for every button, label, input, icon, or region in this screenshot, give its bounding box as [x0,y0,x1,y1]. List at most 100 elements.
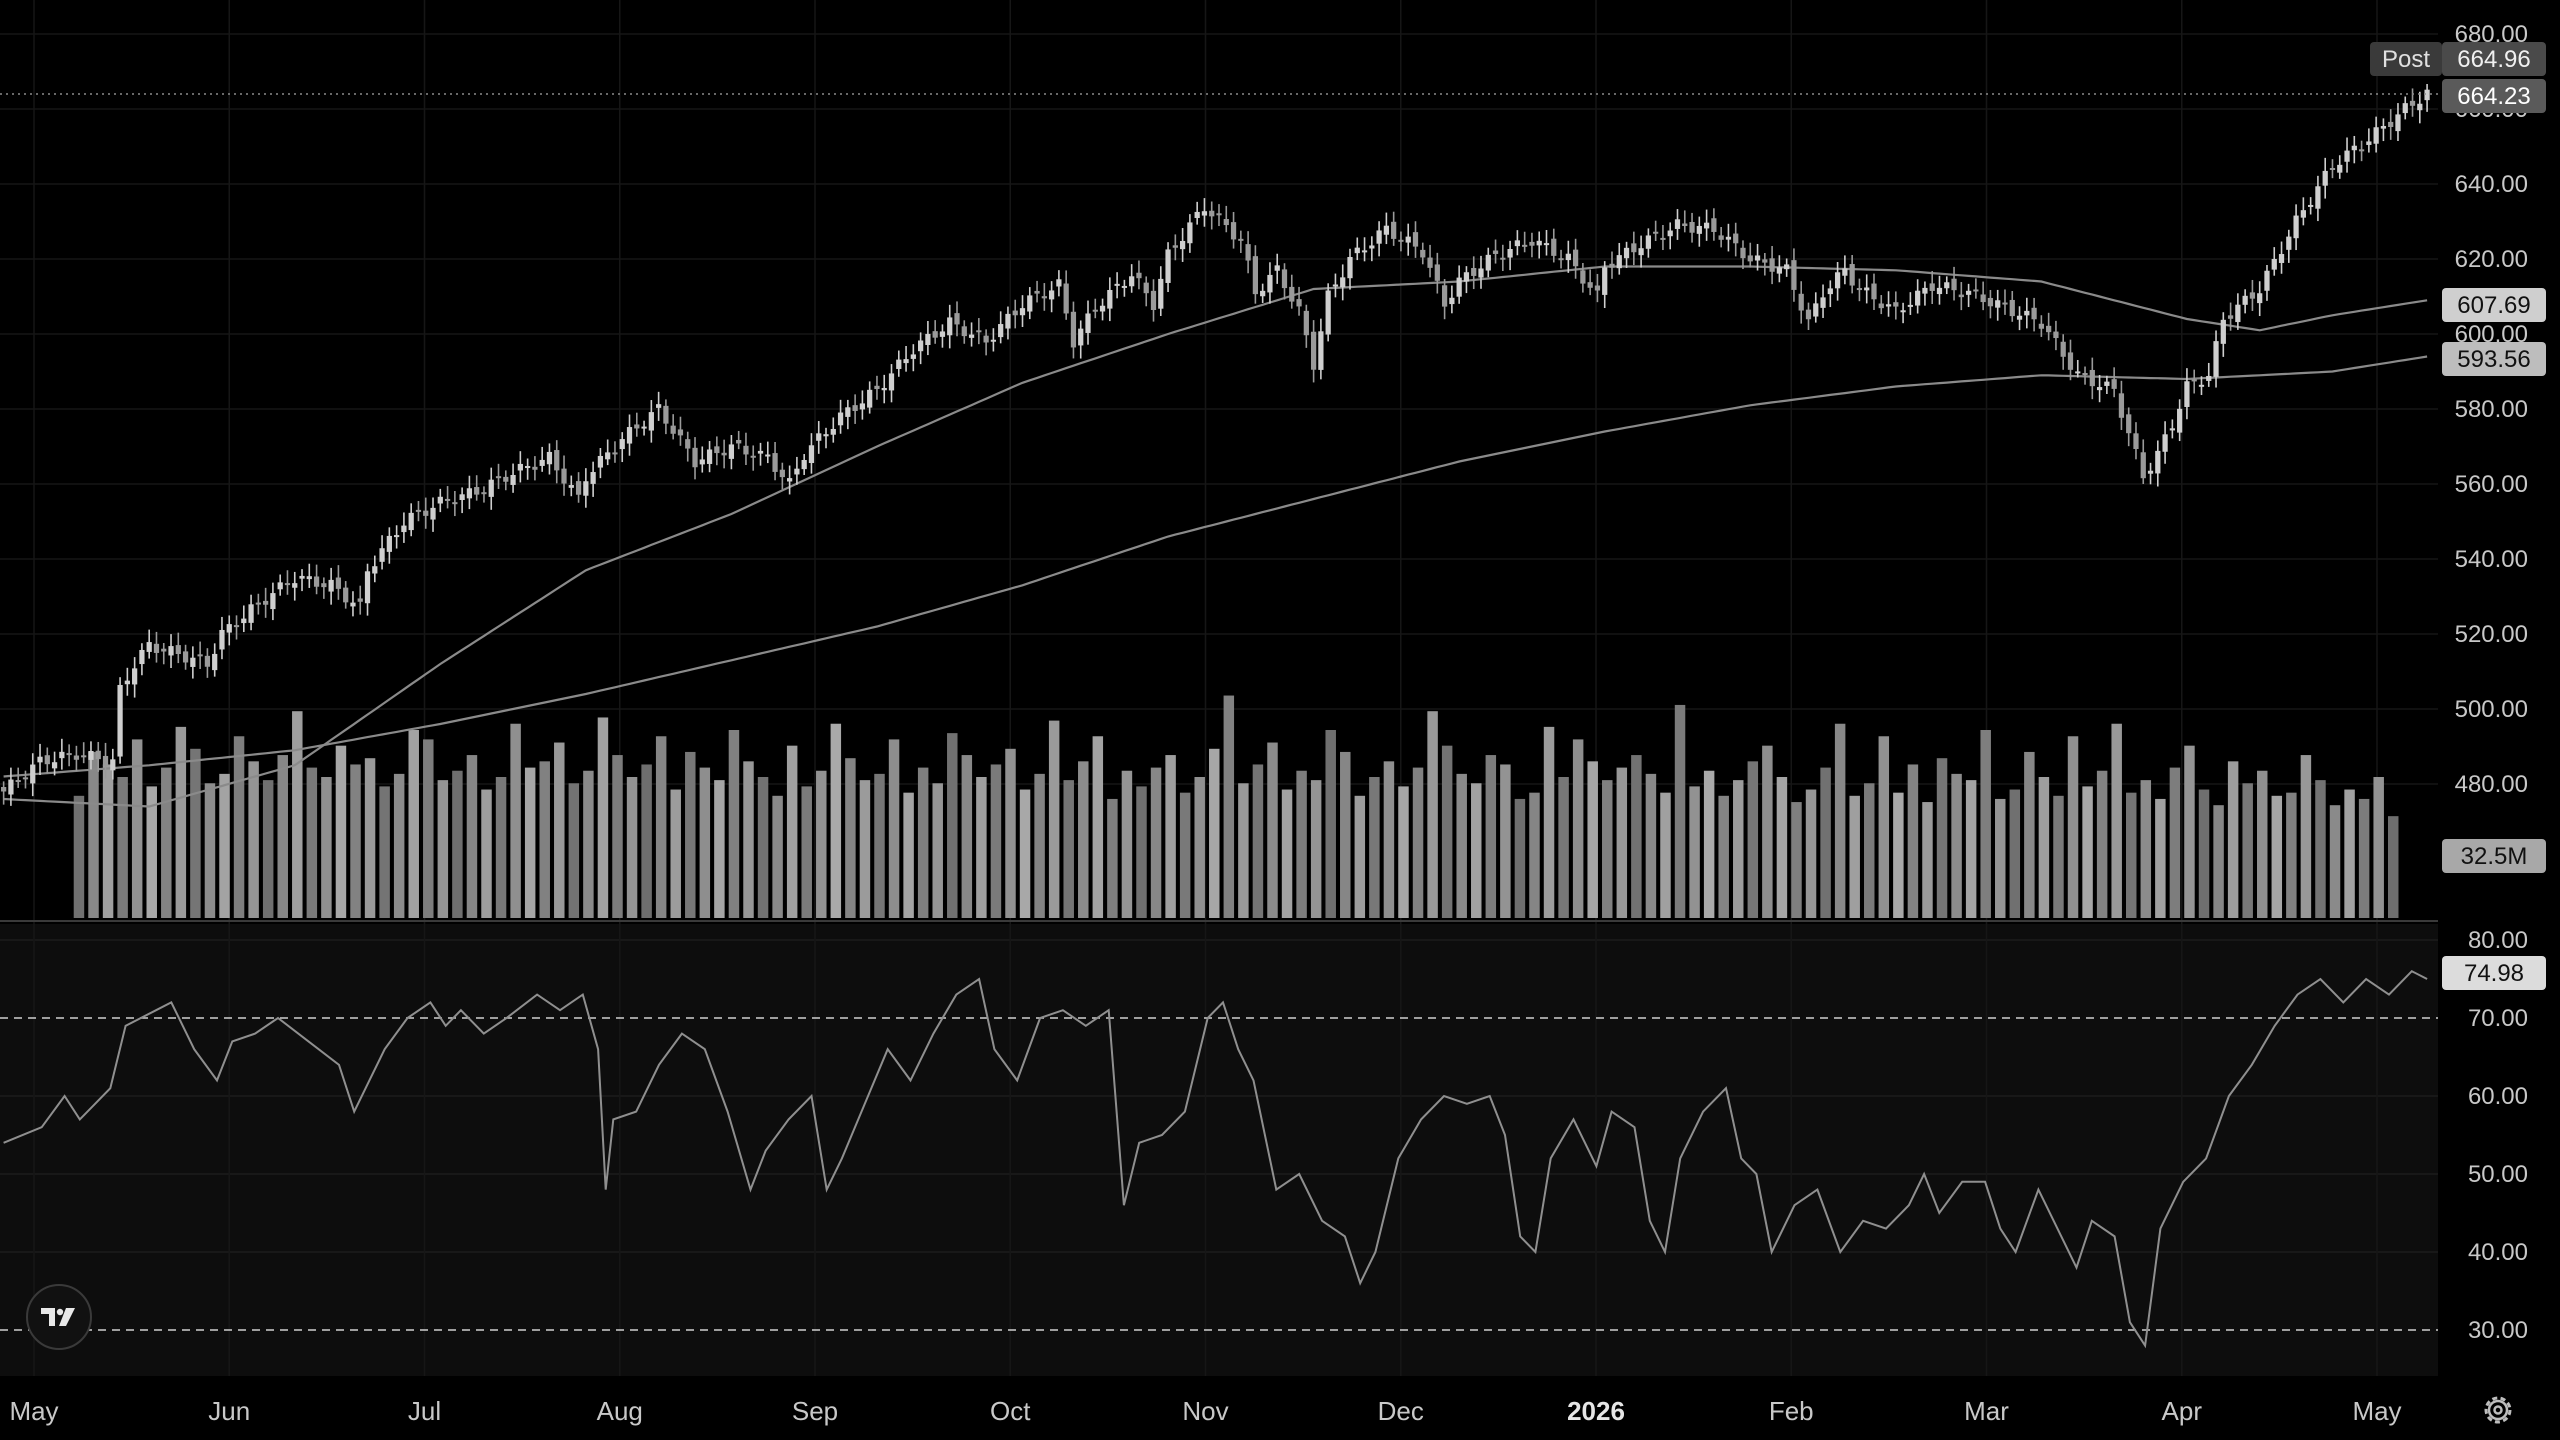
time-axis-label: Mar [1964,1396,2009,1426]
volume-bar [1951,773,1962,918]
candle-body [132,668,138,685]
candle-body [350,602,356,607]
candle-body [51,762,58,769]
volume-bar [917,767,929,918]
candle-body [161,648,167,652]
candle-body [1340,277,1346,288]
candle-body [182,651,189,663]
candle-body [2220,319,2226,344]
candle-body [2286,236,2292,250]
volume-bar [1252,764,1264,918]
candle-body [1878,303,1884,309]
volume-bar [1514,798,1526,918]
candle-body [2140,452,2146,479]
candle-body [612,452,618,455]
candle-body [2395,114,2401,132]
candle-body [430,507,436,520]
candle-body [859,403,866,410]
candle-body [401,525,407,533]
candle-body [2184,381,2190,407]
candle-body [1172,245,1178,248]
candle-body [1529,241,1535,246]
volume-bar [2082,786,2093,918]
candle-body [1820,297,1826,308]
volume-bar [350,764,361,918]
candle-body [423,510,429,516]
volume-bar [1296,770,1307,918]
volume-bar [161,767,172,918]
volume-bar [1179,792,1191,918]
candle-body [1507,249,1513,258]
volume-bar [1995,798,2006,918]
volume-bar [1776,777,1788,918]
volume-bar [714,780,725,918]
candle-body [2162,434,2168,452]
candle-body [619,439,625,450]
candle-body [226,624,232,633]
candle-body [2053,331,2059,339]
time-axis-label: Nov [1182,1396,1228,1426]
candle-body [1260,290,1266,297]
volume-bar [321,777,332,918]
volume-bar [801,786,812,918]
candle-body [1092,309,1098,312]
volume-bar [1733,780,1744,918]
candle-body [1427,257,1433,268]
volume-bar [1543,726,1555,918]
candle-body [1922,287,1928,294]
candle-body [1332,284,1339,287]
candle-body [1936,287,1943,295]
time-axis-label: May [2352,1396,2401,1426]
volume-bar [1907,764,1919,918]
volume-bar [685,751,696,918]
candle-body [1965,290,1972,295]
candle-body [1354,247,1360,254]
candle-body [743,445,749,455]
volume-bar [1223,695,1235,918]
volume-bar [2227,761,2239,918]
candle-body [284,583,291,586]
candle-body [1944,282,1950,289]
volume-bar [1194,777,1205,918]
candle-body [1289,286,1295,302]
candle-body [2009,299,2015,317]
candle-body [59,751,65,759]
volume-bar [306,767,318,918]
volume-bar [437,780,449,918]
time-axis-label: Oct [990,1396,1031,1426]
tradingview-logo-icon[interactable] [26,1284,92,1350]
candle-body [495,476,502,479]
candle-body [1674,219,1681,229]
volume-bar [1048,720,1060,918]
candle-body [1478,268,1484,278]
candle-body [1747,255,1753,262]
candle-body [1769,258,1775,272]
candle-body [1740,247,1746,259]
candle-body [1594,285,1601,291]
time-axis-label: Apr [2162,1396,2203,1426]
candle-body [73,755,80,760]
volume-bar [641,764,652,918]
candle-body [852,405,858,411]
volume-bar [2038,777,2050,918]
ma-fast-value: 607.69 [2457,292,2530,319]
candle-body [190,657,196,667]
gear-icon[interactable] [2480,1392,2516,1428]
volume-bar [1485,755,1497,918]
candle-body [779,469,785,478]
volume-bar [2140,780,2152,918]
volume-bar [248,761,259,918]
rsi-axis-tick-label: 30.00 [2468,1317,2528,1344]
candle-body [2155,450,2161,474]
time-axis-label: 2026 [1567,1396,1625,1426]
candle-body [1063,283,1069,314]
candle-body [1893,302,1899,307]
volume-bar [175,726,187,918]
volume-bar [2257,770,2268,918]
candle-body [2278,254,2285,263]
candle-body [1078,328,1084,346]
candle-body [2402,103,2408,114]
candle-body [910,354,916,359]
